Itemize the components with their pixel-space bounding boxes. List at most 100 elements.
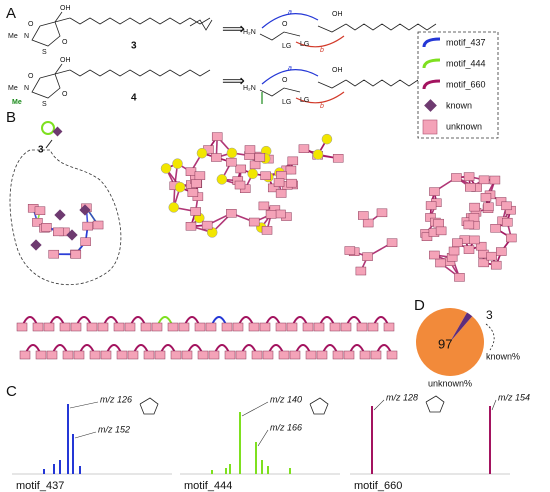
network-node xyxy=(463,220,475,230)
alkyl-chain xyxy=(69,69,211,77)
label: motif_660 xyxy=(354,480,402,492)
retro-arrow: ⟹ xyxy=(222,21,245,38)
network-node xyxy=(251,350,263,360)
network-node xyxy=(19,350,31,360)
label: H₂N xyxy=(243,85,256,92)
network-node xyxy=(355,266,367,276)
network-node xyxy=(506,233,517,243)
label: m/z 152 xyxy=(98,424,130,434)
network-node xyxy=(34,206,46,215)
known-node xyxy=(54,209,66,221)
network-node xyxy=(235,164,247,174)
label: 3 xyxy=(38,145,44,156)
network-node xyxy=(196,147,208,159)
network-node xyxy=(435,226,447,236)
label: Me xyxy=(12,99,22,106)
network-node xyxy=(82,221,93,231)
label: motif_444 xyxy=(446,58,486,68)
retro-arrow: ⟹ xyxy=(222,73,245,90)
label: LG xyxy=(300,97,309,104)
self-loop xyxy=(41,121,55,135)
network-node xyxy=(201,220,213,230)
fragment-chain xyxy=(345,23,437,31)
network-node xyxy=(187,188,199,197)
label: LG xyxy=(282,99,291,106)
network-node xyxy=(475,241,487,251)
network-node xyxy=(285,165,297,175)
fragment-backbone xyxy=(259,87,301,97)
network-node xyxy=(116,350,128,360)
label: b xyxy=(320,103,324,110)
label: O xyxy=(28,73,34,80)
network-node xyxy=(275,189,287,198)
label: m/z 140 xyxy=(270,394,302,404)
label: O xyxy=(282,77,288,84)
network-node xyxy=(100,350,112,360)
network-node xyxy=(276,171,287,180)
network-node xyxy=(143,350,155,360)
legend-swatch xyxy=(422,79,441,90)
fragment-backbone xyxy=(259,31,301,41)
label: motif_437 xyxy=(16,480,64,492)
label: b xyxy=(320,47,324,54)
label: motif_444 xyxy=(184,480,232,492)
network-node xyxy=(160,163,172,174)
network-node xyxy=(278,350,290,360)
network-node xyxy=(127,350,139,360)
network-node xyxy=(298,144,310,153)
label: Me xyxy=(8,85,18,92)
label: C xyxy=(6,383,17,400)
network-node xyxy=(287,156,299,166)
network-node xyxy=(370,350,382,360)
network-node xyxy=(62,350,74,360)
network-node xyxy=(362,218,374,228)
label: O xyxy=(282,21,288,28)
network-node xyxy=(89,350,101,360)
network-node xyxy=(502,217,513,227)
label: motif_437 xyxy=(446,37,486,47)
label: OH xyxy=(332,67,343,74)
label: unknown xyxy=(446,121,482,131)
bond xyxy=(54,69,71,75)
label: OH xyxy=(60,57,71,64)
network-node xyxy=(490,224,501,233)
annotation-arrow xyxy=(373,399,385,411)
label: unknown% xyxy=(428,378,472,388)
annotation-arrow xyxy=(491,399,497,411)
network-node xyxy=(170,350,182,360)
label: 3 xyxy=(131,41,137,52)
fragment-ring xyxy=(309,397,329,415)
network-node xyxy=(312,149,324,160)
network-node xyxy=(383,322,395,332)
label: O xyxy=(62,39,68,46)
network-node xyxy=(59,322,71,332)
fragment-backbone xyxy=(317,79,347,89)
network-node xyxy=(501,201,512,211)
network-node xyxy=(211,153,222,162)
callout-arrow xyxy=(45,139,53,149)
network-node xyxy=(358,211,369,220)
network-node xyxy=(70,322,82,332)
network-node xyxy=(429,187,440,196)
network-node xyxy=(194,322,206,332)
network-node xyxy=(191,179,202,188)
pie-slice xyxy=(416,308,485,376)
network-node xyxy=(289,350,301,360)
network-node xyxy=(386,350,398,360)
legend-swatch xyxy=(422,37,441,48)
network-node xyxy=(286,322,298,332)
network-node xyxy=(469,235,480,245)
network-node xyxy=(490,260,502,270)
network-node xyxy=(321,133,333,145)
network-node xyxy=(480,193,492,202)
label: OH xyxy=(332,11,343,18)
network-node xyxy=(244,145,256,154)
network-node xyxy=(254,153,266,162)
network-node xyxy=(356,322,368,332)
network-node xyxy=(435,258,446,268)
fragment-ring xyxy=(139,397,159,415)
network-node xyxy=(190,207,201,216)
network-node xyxy=(469,202,480,212)
network-node xyxy=(224,350,236,360)
